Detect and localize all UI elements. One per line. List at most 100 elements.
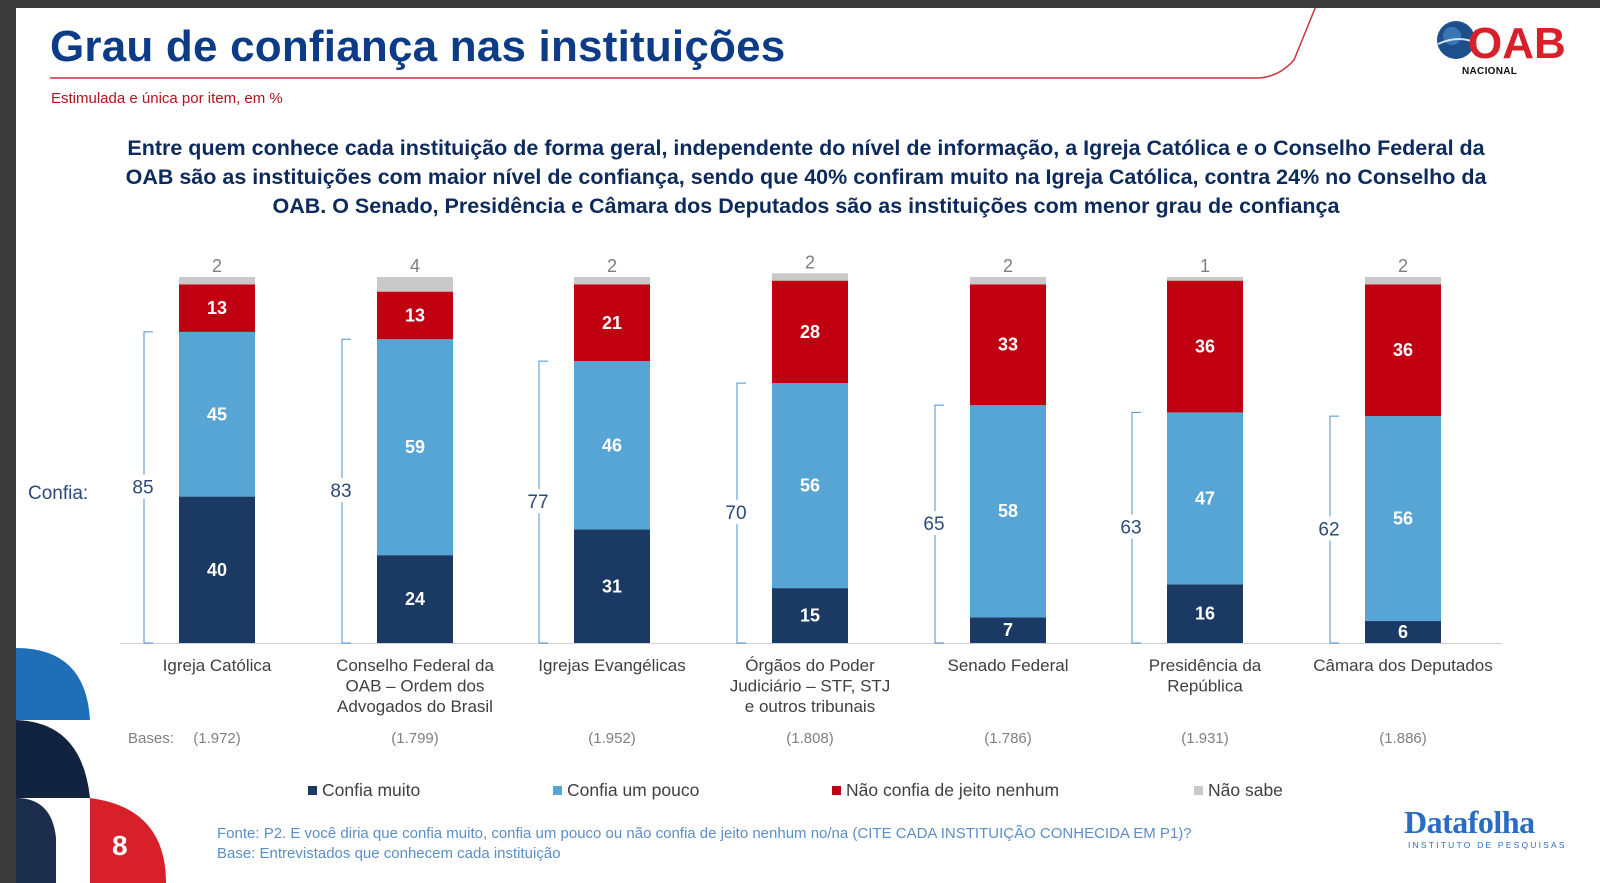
confia-total-label: 85 <box>132 477 153 498</box>
slide-decoration: OAB <box>16 8 1566 883</box>
bar-segment-nao-confia <box>772 280 848 384</box>
bar-segment-confia-muito <box>1365 621 1441 643</box>
legend-item-nao-sabe: Não sabe <box>1194 780 1283 801</box>
data-label-nao-confia: 36 <box>1393 340 1413 360</box>
bar-segment-nao-confia <box>1365 284 1441 417</box>
base-value-label: (1.972) <box>193 730 241 747</box>
footer-base: Base: Entrevistados que conhecem cada in… <box>217 845 561 862</box>
oab-logo-letters: OAB <box>1468 19 1566 68</box>
data-label-nao-confia: 13 <box>405 305 425 325</box>
confia-total-label: 70 <box>725 503 746 524</box>
confia-total-bg <box>525 489 553 514</box>
base-value-label: (1.952) <box>588 730 636 747</box>
data-label-confia-um-pouco: 46 <box>602 435 622 455</box>
data-label-confia-um-pouco: 58 <box>998 501 1018 521</box>
bar-segment-confia-um-pouco <box>970 405 1046 618</box>
bar-segment-confia-um-pouco <box>1167 412 1243 585</box>
bar-segment-confia-muito <box>377 555 453 643</box>
chart-legend: Confia muito Confia um pouco Não confia … <box>16 780 1600 810</box>
category-label: Presidência da <box>1149 656 1262 675</box>
category-label: OAB – Ordem dos <box>346 677 485 696</box>
page-title: Grau de confiança nas instituições <box>50 22 786 71</box>
data-label-confia-muito: 15 <box>800 606 820 626</box>
base-value-label: (1.931) <box>1181 730 1229 747</box>
legend-label: Não sabe <box>1208 780 1283 800</box>
legend-label: Confia muito <box>322 780 421 800</box>
data-label-confia-um-pouco: 56 <box>800 476 820 496</box>
base-value-label: (1.886) <box>1379 730 1427 747</box>
bar-segment-nao-confia <box>1167 280 1243 413</box>
page-number: 8 <box>112 830 128 861</box>
oab-logo-caption: NACIONAL <box>1462 66 1518 77</box>
bar-segment-nao-confia <box>179 284 255 332</box>
bar-segment-confia-muito <box>574 529 650 643</box>
bar-segment-nao-sabe <box>970 277 1046 285</box>
data-label-confia-muito: 7 <box>1003 620 1013 640</box>
bar-segment-confia-muito <box>970 617 1046 643</box>
confia-total-label: 63 <box>1120 518 1141 539</box>
bar-segment-nao-confia <box>574 284 650 362</box>
category-label: Advogados do Brasil <box>337 697 493 716</box>
footer-fonte: Fonte: P2. E você diria que confia muito… <box>217 825 1192 842</box>
base-value-label: (1.786) <box>984 730 1032 747</box>
data-label-nao-sabe: 4 <box>410 256 420 276</box>
confia-total-bg <box>130 474 158 499</box>
data-label-nao-sabe: 2 <box>212 256 222 276</box>
datafolha-logo-subtitle: INSTITUTO DE PESQUISAS <box>1408 840 1567 850</box>
legend-label: Confia um pouco <box>567 780 700 800</box>
data-label-confia-muito: 40 <box>207 560 227 580</box>
confia-total-bg <box>328 478 356 503</box>
data-label-nao-confia: 21 <box>602 313 622 333</box>
legend-swatch <box>1194 786 1203 795</box>
category-label: Igrejas Evangélicas <box>538 656 685 675</box>
data-label-confia-um-pouco: 47 <box>1195 488 1215 508</box>
title-underline <box>50 8 1316 79</box>
legend-item-nao-confia: Não confia de jeito nenhum <box>832 780 1059 801</box>
bar-segment-nao-sabe <box>1365 277 1441 285</box>
category-label: Câmara dos Deputados <box>1313 656 1493 675</box>
legend-label: Não confia de jeito nenhum <box>846 780 1060 800</box>
confia-total-bg <box>1316 516 1344 541</box>
legend-item-confia-muito: Confia muito <box>308 780 420 801</box>
bar-segment-confia-um-pouco <box>179 331 255 497</box>
data-label-nao-sabe: 1 <box>1200 256 1210 276</box>
bar-segment-nao-sabe <box>574 277 650 285</box>
confia-total-label: 77 <box>527 492 548 513</box>
footer-source: Fonte: P2. E você diria que confia muito… <box>217 824 1192 864</box>
slide: OAB Grau de confiança nas instituições E… <box>16 8 1600 883</box>
bar-segment-confia-um-pouco <box>772 383 848 589</box>
legend-item-confia-um-pouco: Confia um pouco <box>553 780 699 801</box>
legend-swatch <box>832 786 841 795</box>
data-label-nao-sabe: 2 <box>805 252 815 272</box>
base-value-label: (1.799) <box>391 730 439 747</box>
datafolha-logo: Datafolha <box>1404 804 1535 840</box>
confia-total-label: 62 <box>1318 520 1339 541</box>
page-subtitle: Estimulada e única por item, em % <box>51 90 283 107</box>
data-label-nao-confia: 33 <box>998 335 1018 355</box>
headline-text: Entre quem conhece cada instituição de f… <box>125 136 1487 218</box>
data-label-nao-confia: 28 <box>800 322 820 342</box>
category-label: Conselho Federal da <box>336 656 494 675</box>
bar-segment-nao-sabe <box>377 277 453 292</box>
confia-total-label: 83 <box>330 481 351 502</box>
confia-total-bg <box>723 500 751 525</box>
bar-segment-nao-sabe <box>179 277 255 285</box>
bar-segment-confia-um-pouco <box>1365 416 1441 622</box>
bases-label: Bases: <box>128 730 174 747</box>
bar-segment-confia-muito <box>772 588 848 643</box>
bar-segment-nao-sabe <box>772 273 848 281</box>
stacked-bar-chart: 40 45 13 2 85 Igreja Católica (1.972) 24 59 13 4 83… <box>120 252 1502 747</box>
bar-segment-confia-um-pouco <box>574 361 650 530</box>
confia-total-bg <box>921 511 949 536</box>
data-label-nao-sabe: 2 <box>607 256 617 276</box>
bar-segment-confia-um-pouco <box>377 339 453 556</box>
category-label: Senado Federal <box>948 656 1069 675</box>
bar-segment-nao-confia <box>377 291 453 340</box>
base-value-label: (1.808) <box>786 730 834 747</box>
data-label-confia-muito: 6 <box>1398 622 1408 642</box>
confia-total-label: 65 <box>923 514 944 535</box>
oab-logo: OAB <box>1437 19 1566 68</box>
category-label: República <box>1167 677 1243 696</box>
confia-total-bg <box>1118 514 1146 539</box>
bar-segment-confia-muito <box>179 496 255 643</box>
